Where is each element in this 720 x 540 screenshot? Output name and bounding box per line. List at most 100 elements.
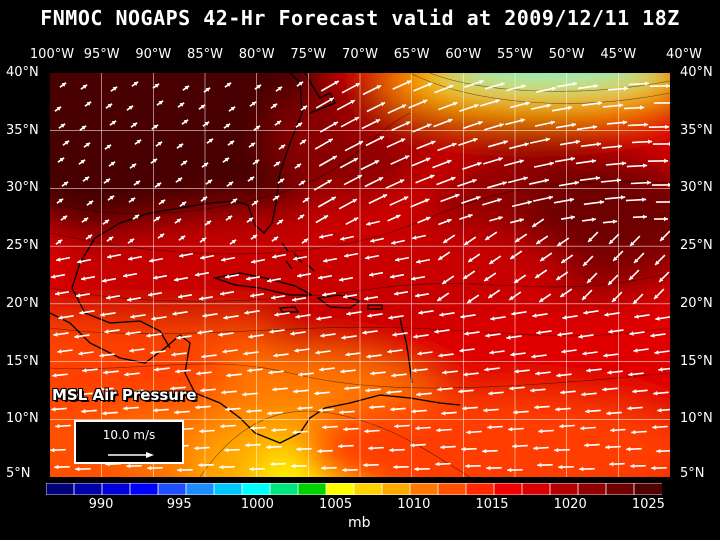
wind-arrow <box>555 407 571 412</box>
wind-arrow <box>509 142 529 150</box>
wind-arrow <box>224 448 240 453</box>
wind-arrow <box>623 105 645 110</box>
wind-arrow <box>203 87 211 93</box>
wind-arrow <box>560 254 574 264</box>
wind-arrow <box>652 141 670 147</box>
wind-arrow <box>302 197 310 203</box>
wind-arrow <box>219 291 235 296</box>
wind-arrow <box>533 161 555 168</box>
wind-arrow <box>556 237 570 247</box>
wind-arrow <box>62 140 70 146</box>
wind-arrow <box>122 272 138 278</box>
pressure-map <box>50 73 670 477</box>
wind-arrow <box>318 408 334 413</box>
wind-arrow <box>77 392 93 397</box>
wind-arrow <box>487 425 503 430</box>
wind-arrow <box>659 230 670 242</box>
wind-arrow <box>317 196 337 208</box>
wind-arrow <box>480 99 500 107</box>
wind-arrow <box>250 426 266 431</box>
wind-arrow <box>254 84 262 90</box>
wind-arrow <box>554 448 570 453</box>
wind-arrow <box>586 368 602 373</box>
wind-arrow <box>551 105 573 112</box>
wind-arrow <box>54 291 70 296</box>
wind-arrow <box>538 429 554 434</box>
wind-arrow <box>394 256 410 262</box>
wind-arrow <box>389 448 405 453</box>
wind-arrow <box>555 271 569 281</box>
wind-arrow <box>556 81 578 88</box>
wind-arrow <box>503 159 525 167</box>
wind-arrow <box>391 373 407 378</box>
wind-arrow <box>608 233 620 245</box>
wind-arrow <box>484 367 500 372</box>
wind-arrow <box>250 234 258 240</box>
wind-arrow <box>530 103 552 110</box>
wind-arrow <box>510 218 524 224</box>
wind-arrow <box>604 195 626 200</box>
wind-arrow <box>154 367 170 372</box>
wind-arrow <box>505 118 525 126</box>
lon-label: 70°W <box>342 47 378 62</box>
wind-arrow <box>131 81 139 87</box>
lat-label-right: 5°N <box>680 466 705 481</box>
wind-arrow <box>484 123 504 131</box>
colorbar-swatch <box>605 483 635 495</box>
wind-arrow <box>315 97 335 109</box>
wind-arrow <box>152 274 168 280</box>
wind-arrow <box>509 386 525 391</box>
wind-arrow <box>626 163 648 168</box>
wind-arrow <box>585 409 601 414</box>
wind-arrow <box>560 215 576 220</box>
wind-arrow <box>634 314 650 319</box>
wind-arrow <box>320 80 340 92</box>
wind-arrow <box>75 293 91 298</box>
wind-arrow <box>538 293 552 303</box>
wind-arrow <box>653 391 669 396</box>
wind-arrow <box>104 329 120 334</box>
wind-arrow <box>340 235 354 241</box>
wind-arrow <box>152 83 160 89</box>
wind-arrow <box>556 373 572 378</box>
wind-arrow <box>462 162 482 170</box>
wind-arrow <box>600 178 622 183</box>
wind-arrow <box>631 139 653 144</box>
lat-label-left: 30°N <box>6 180 39 196</box>
lat-label-right: 30°N <box>680 180 713 196</box>
wind-arrow <box>442 234 456 244</box>
wind-arrow <box>658 367 670 372</box>
wind-arrow <box>607 370 623 375</box>
wind-arrow <box>575 159 597 165</box>
wind-arrow <box>321 292 337 297</box>
wind-arrow <box>533 446 549 451</box>
wind-arrow <box>632 389 648 394</box>
wind-arrow <box>317 449 333 454</box>
wind-arrow <box>580 142 602 148</box>
wind-arrow <box>338 444 354 449</box>
lon-label: 75°W <box>290 47 327 62</box>
wind-arrow <box>630 180 652 185</box>
wind-arrow <box>583 310 599 315</box>
wind-arrow <box>61 181 69 187</box>
wind-arrow <box>149 391 165 396</box>
vector-legend: 10.0 m/s <box>74 420 184 464</box>
wind-arrow <box>633 252 645 264</box>
wind-arrow <box>317 274 333 280</box>
wind-arrow <box>78 159 86 165</box>
wind-arrow <box>316 316 332 321</box>
wind-arrow <box>366 354 382 359</box>
wind-arrow <box>206 138 214 144</box>
wind-arrow <box>629 331 645 336</box>
wind-arrow <box>294 348 310 353</box>
wind-arrow <box>512 444 528 449</box>
wind-arrow <box>224 82 232 88</box>
wind-arrow <box>511 311 527 316</box>
wind-arrow <box>129 348 145 353</box>
wind-arrow <box>293 389 309 394</box>
colorbar-swatch <box>73 483 103 495</box>
wind-arrow <box>410 198 430 208</box>
wind-arrow <box>128 389 144 394</box>
wind-arrow <box>606 411 622 416</box>
wind-arrow <box>60 215 68 221</box>
